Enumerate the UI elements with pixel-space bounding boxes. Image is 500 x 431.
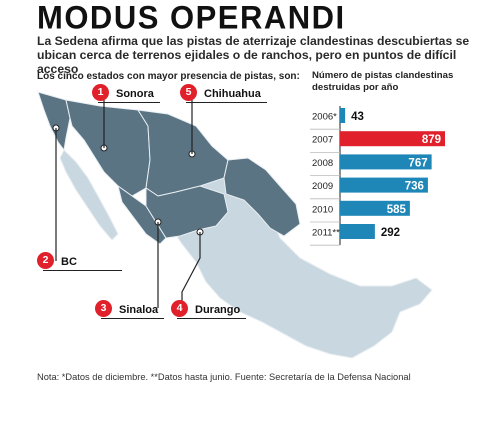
category-label: 2011** xyxy=(312,228,340,239)
bar-2010 xyxy=(340,200,410,216)
bar-value-label: 767 xyxy=(408,157,427,169)
state-number-badge: 4 xyxy=(171,300,188,317)
map-label: Los cinco estados con mayor presencia de… xyxy=(37,71,300,82)
callout-chihuahua: 5 Chihuahua xyxy=(180,84,267,103)
footnote: Nota: *Datos de diciembre. **Datos hasta… xyxy=(37,372,411,382)
state-number-badge: 5 xyxy=(180,84,197,101)
mexico-map xyxy=(37,91,433,359)
category-label: 2009 xyxy=(312,181,333,192)
page-subtitle: La Sedena afirma que las pistas de aterr… xyxy=(37,34,470,76)
bar-2009 xyxy=(340,177,428,193)
category-label: 2010 xyxy=(312,204,333,215)
chart-title: Número de pistas clandestinas destruidas… xyxy=(312,70,454,93)
state-name: Chihuahua xyxy=(204,88,261,100)
callout-durango: 4 Durango xyxy=(171,300,247,319)
map-other-states xyxy=(163,167,433,359)
state-name: Sinaloa xyxy=(119,304,159,316)
map-baja-sur xyxy=(59,149,119,241)
bar-2007 xyxy=(340,131,445,147)
callout-bc: 2 BC xyxy=(37,252,122,271)
bar-value-label: 43 xyxy=(351,111,364,123)
page-title: MODUS OPERANDI xyxy=(37,0,346,36)
state-number-badge: 3 xyxy=(95,300,112,317)
state-number-badge: 1 xyxy=(92,84,109,101)
bar-value-label: 292 xyxy=(381,227,400,239)
state-name: Durango xyxy=(195,304,241,316)
bar-value-label: 736 xyxy=(405,181,424,193)
state-name: Sonora xyxy=(116,88,154,100)
map-state-sinaloa xyxy=(117,184,167,245)
callout-sinaloa: 3 Sinaloa xyxy=(95,300,165,319)
state-number-badge: 2 xyxy=(37,252,54,269)
map-northeast-states xyxy=(223,157,301,237)
bar-chart: 2006* 43 2007 879 2008 767 2009 736 2010 585 2011*… xyxy=(310,106,445,246)
callout-sonora: 1 Sonora xyxy=(92,84,160,103)
bar-2006 xyxy=(340,108,346,123)
state-name: BC xyxy=(61,256,77,268)
bar-2011 xyxy=(340,224,375,239)
bar-2008 xyxy=(340,154,432,170)
category-label: 2007 xyxy=(312,135,333,146)
category-label: 2008 xyxy=(312,158,333,169)
bar-value-label: 585 xyxy=(387,204,407,216)
category-label: 2006* xyxy=(312,112,337,123)
map-state-bc xyxy=(37,91,71,152)
bar-value-label: 879 xyxy=(422,134,441,146)
